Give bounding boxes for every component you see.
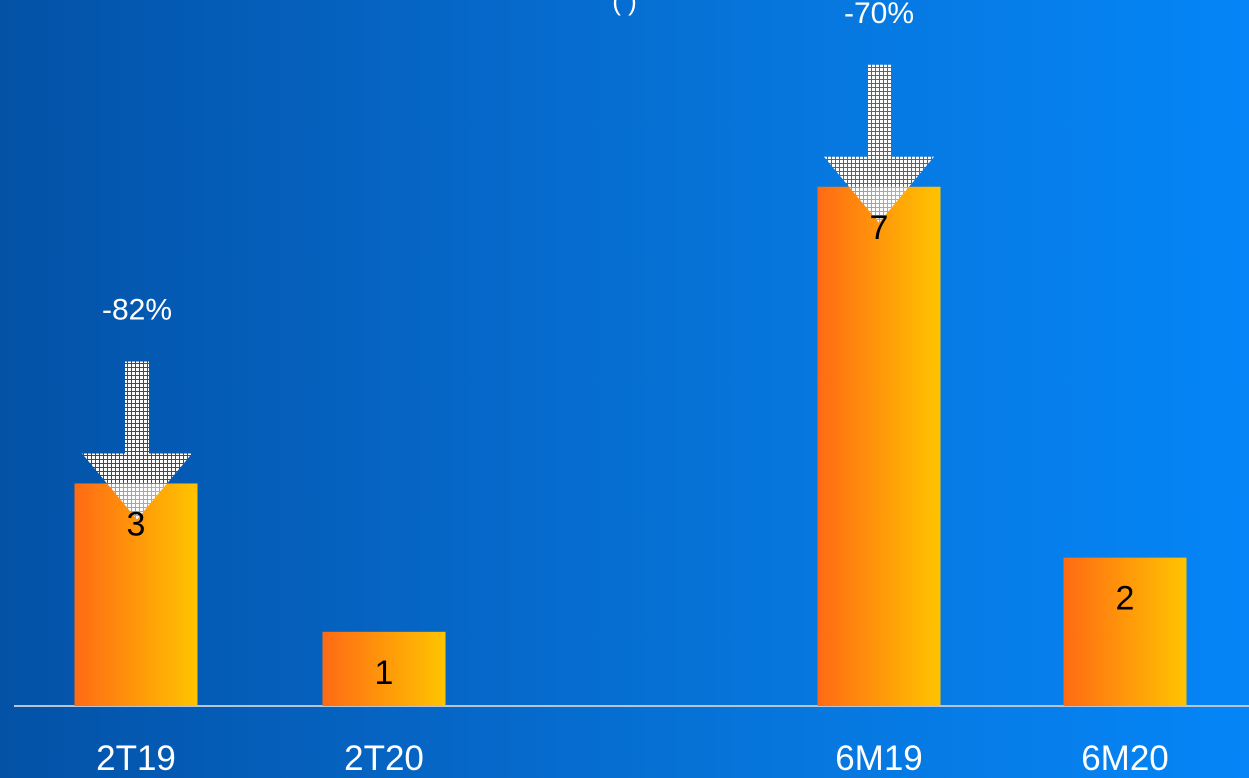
bar-value-label-2t19: 3 — [127, 505, 146, 543]
category-label-6m19: 6M19 — [835, 739, 923, 778]
change-label-0: -82% — [102, 293, 172, 326]
header-partial-text: ( ) — [612, 0, 637, 16]
bar-6m19 — [817, 186, 941, 706]
bar-value-label-6m19: 7 — [870, 209, 889, 247]
bar-2t20 — [322, 631, 446, 706]
bar-6m20 — [1063, 557, 1187, 706]
category-label-6m20: 6M20 — [1081, 739, 1169, 778]
bar-2t19 — [74, 483, 198, 706]
down-arrow-icon — [824, 64, 934, 223]
category-label-2t20: 2T20 — [344, 739, 424, 778]
bar-value-label-6m20: 2 — [1116, 580, 1135, 618]
change-label-1: -70% — [844, 0, 914, 30]
bar-value-label-2t20: 1 — [375, 654, 394, 692]
category-label-2t19: 2T19 — [96, 739, 176, 778]
down-arrow-icon — [82, 361, 192, 520]
